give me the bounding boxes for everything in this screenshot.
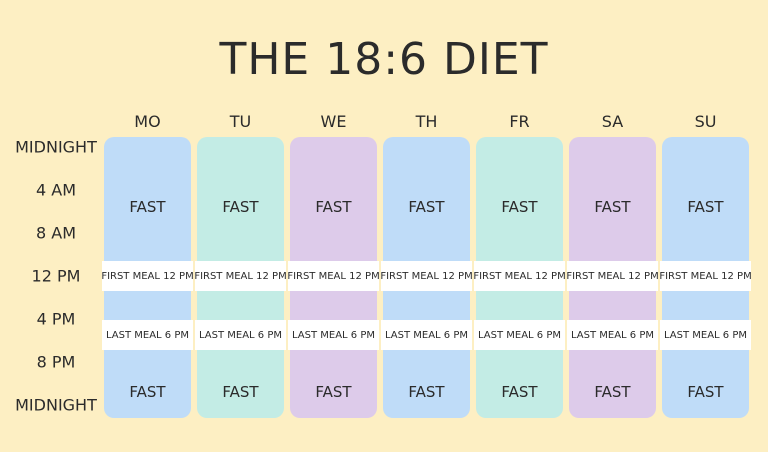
last-meal-strip: LAST MEAL 6 PM: [474, 320, 565, 350]
fast-label-bottom: FAST: [315, 383, 352, 401]
day-bar: FAST FIRST MEAL 12 PM LAST MEAL 6 PM FAS…: [194, 137, 287, 418]
last-meal-strip: LAST MEAL 6 PM: [195, 320, 286, 350]
fast-label-top: FAST: [129, 198, 166, 216]
fast-label-bottom: FAST: [687, 383, 724, 401]
day-bar: FAST FIRST MEAL 12 PM LAST MEAL 6 PM FAS…: [101, 137, 194, 418]
time-label-4am: 4 AM: [35, 180, 76, 200]
last-meal-strip: LAST MEAL 6 PM: [381, 320, 472, 350]
fast-label-bottom: FAST: [501, 383, 538, 401]
day-bar: FAST FIRST MEAL 12 PM LAST MEAL 6 PM FAS…: [566, 137, 659, 418]
day-name: TU: [229, 112, 252, 131]
first-meal-strip: FIRST MEAL 12 PM: [194, 261, 287, 291]
last-meal-strip: LAST MEAL 6 PM: [567, 320, 658, 350]
fast-label-top: FAST: [594, 198, 631, 216]
day-bar: FAST FIRST MEAL 12 PM LAST MEAL 6 PM FAS…: [473, 137, 566, 418]
day-column-we: WE FAST FIRST MEAL 12 PM LAST MEAL 6 PM …: [287, 110, 380, 418]
time-label-12pm: 12 PM: [31, 266, 81, 286]
last-meal-strip: LAST MEAL 6 PM: [660, 320, 751, 350]
first-meal-strip: FIRST MEAL 12 PM: [659, 261, 752, 291]
fast-label-top: FAST: [315, 198, 352, 216]
day-column-tu: TU FAST FIRST MEAL 12 PM LAST MEAL 6 PM …: [194, 110, 287, 418]
time-label-8am: 8 AM: [35, 223, 76, 243]
first-meal-strip: FIRST MEAL 12 PM: [101, 261, 194, 291]
fast-label-bottom: FAST: [594, 383, 631, 401]
day-column-th: TH FAST FIRST MEAL 12 PM LAST MEAL 6 PM …: [380, 110, 473, 418]
day-name: WE: [320, 112, 347, 131]
time-label-midnight-start: MIDNIGHT: [15, 137, 97, 157]
first-meal-strip: FIRST MEAL 12 PM: [287, 261, 380, 291]
day-name: FR: [509, 112, 530, 131]
time-label-4pm: 4 PM: [36, 309, 76, 329]
day-bar: FAST FIRST MEAL 12 PM LAST MEAL 6 PM FAS…: [287, 137, 380, 418]
last-meal-strip: LAST MEAL 6 PM: [288, 320, 379, 350]
fast-label-top: FAST: [408, 198, 445, 216]
fast-label-top: FAST: [222, 198, 259, 216]
page-title: THE 18:6 DIET: [219, 34, 549, 85]
day-column-su: SU FAST FIRST MEAL 12 PM LAST MEAL 6 PM …: [659, 110, 752, 418]
time-label-midnight-end: MIDNIGHT: [15, 395, 97, 415]
time-label-8pm: 8 PM: [36, 352, 76, 372]
fast-label-top: FAST: [501, 198, 538, 216]
last-meal-strip: LAST MEAL 6 PM: [102, 320, 193, 350]
fast-label-top: FAST: [687, 198, 724, 216]
fast-label-bottom: FAST: [408, 383, 445, 401]
day-bar: FAST FIRST MEAL 12 PM LAST MEAL 6 PM FAS…: [659, 137, 752, 418]
day-name: TH: [415, 112, 438, 131]
first-meal-strip: FIRST MEAL 12 PM: [473, 261, 566, 291]
first-meal-strip: FIRST MEAL 12 PM: [380, 261, 473, 291]
fast-label-bottom: FAST: [129, 383, 166, 401]
day-name: SA: [601, 112, 624, 131]
first-meal-strip: FIRST MEAL 12 PM: [566, 261, 659, 291]
day-column-sa: SA FAST FIRST MEAL 12 PM LAST MEAL 6 PM …: [566, 110, 659, 418]
fast-label-bottom: FAST: [222, 383, 259, 401]
day-name: SU: [694, 112, 717, 131]
time-axis: MIDNIGHT 4 AM 8 AM 12 PM 4 PM 8 PM MIDNI…: [0, 0, 112, 452]
day-bar: FAST FIRST MEAL 12 PM LAST MEAL 6 PM FAS…: [380, 137, 473, 418]
day-column-mo: MO FAST FIRST MEAL 12 PM LAST MEAL 6 PM …: [101, 110, 194, 418]
day-column-fr: FR FAST FIRST MEAL 12 PM LAST MEAL 6 PM …: [473, 110, 566, 418]
day-name: MO: [134, 112, 161, 131]
